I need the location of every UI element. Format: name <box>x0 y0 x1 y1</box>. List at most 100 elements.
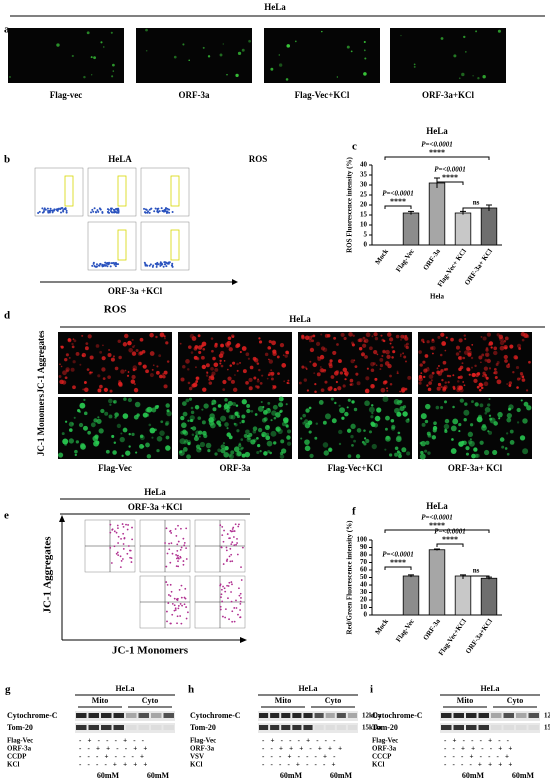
cell <box>146 406 153 413</box>
event <box>235 543 237 546</box>
p-value: P=<0.0001 <box>421 141 453 149</box>
cell <box>237 51 242 55</box>
cell <box>370 361 375 367</box>
cell <box>349 378 354 383</box>
event <box>233 620 236 623</box>
event <box>56 209 59 212</box>
cell <box>463 409 470 416</box>
cell <box>207 449 211 453</box>
treatment-signs: - - - + - - - + <box>79 753 146 761</box>
cell <box>117 381 123 387</box>
event <box>239 592 242 595</box>
treatment-signs: - - + + + - + + + <box>262 745 344 753</box>
event <box>123 537 126 540</box>
cell <box>202 430 207 436</box>
event <box>115 552 118 555</box>
concentration: 60mM <box>330 771 353 780</box>
cell <box>462 356 466 360</box>
event <box>175 565 178 568</box>
cell <box>363 437 367 440</box>
cell <box>236 369 239 372</box>
band <box>314 725 324 730</box>
row-label: KCl <box>7 761 20 769</box>
event <box>165 565 168 568</box>
cell <box>399 353 402 356</box>
cell <box>493 367 497 371</box>
event <box>231 541 234 544</box>
cell <box>309 453 314 458</box>
cell <box>173 55 177 59</box>
y-tick-label: 30 <box>360 588 368 596</box>
cell <box>263 409 268 415</box>
cell <box>350 50 353 53</box>
row-label: JC-1 Aggregates <box>36 330 46 394</box>
cell <box>360 352 366 357</box>
y-tick-label: 30 <box>360 181 368 189</box>
cell <box>341 416 345 420</box>
cell <box>222 388 226 391</box>
cell <box>195 444 201 449</box>
cell <box>470 356 474 360</box>
cell <box>187 442 191 446</box>
event <box>221 534 224 537</box>
cell <box>339 371 344 375</box>
event <box>179 603 182 605</box>
event <box>162 265 165 268</box>
cell <box>230 414 236 420</box>
band <box>126 713 137 718</box>
cell <box>229 364 232 367</box>
cell <box>101 367 106 372</box>
cell <box>270 419 273 422</box>
cell <box>113 401 116 404</box>
cell <box>224 422 229 427</box>
y-tick-label: 25 <box>360 191 368 199</box>
cell <box>111 434 115 438</box>
cell <box>328 448 332 452</box>
blot <box>440 723 540 733</box>
size-label: 12kDa <box>544 712 550 720</box>
cell <box>248 386 253 391</box>
cell <box>400 338 402 341</box>
cell <box>519 371 524 376</box>
event <box>95 211 98 214</box>
event <box>93 264 96 267</box>
cell <box>105 449 110 454</box>
significance-bracket <box>436 181 464 185</box>
cell <box>197 334 201 338</box>
significance-stars: **** <box>390 197 406 206</box>
event <box>183 544 186 547</box>
cell <box>350 434 354 439</box>
event <box>171 210 174 213</box>
cell <box>499 340 505 346</box>
event <box>144 208 147 211</box>
band <box>281 725 291 730</box>
cell <box>226 409 230 413</box>
cell <box>82 388 85 391</box>
cell <box>68 428 73 432</box>
cell <box>178 449 185 456</box>
cell <box>210 337 214 340</box>
cell <box>458 356 462 360</box>
cell <box>243 433 248 438</box>
event <box>168 548 171 551</box>
event <box>176 622 178 625</box>
cell <box>457 376 461 379</box>
cell <box>361 440 365 444</box>
cell <box>133 414 139 420</box>
cell <box>424 449 428 453</box>
concentration: 60mM <box>462 771 485 780</box>
event <box>222 585 224 588</box>
cell <box>193 436 199 442</box>
cell <box>286 429 292 434</box>
cell <box>371 335 374 338</box>
cell <box>152 364 155 366</box>
bar <box>480 577 498 616</box>
cell <box>273 441 277 445</box>
cell <box>102 344 104 347</box>
flow-plot <box>87 221 137 271</box>
cell <box>138 361 142 366</box>
cell <box>191 336 197 341</box>
cell <box>498 417 501 420</box>
event <box>107 262 110 265</box>
event <box>126 552 129 555</box>
